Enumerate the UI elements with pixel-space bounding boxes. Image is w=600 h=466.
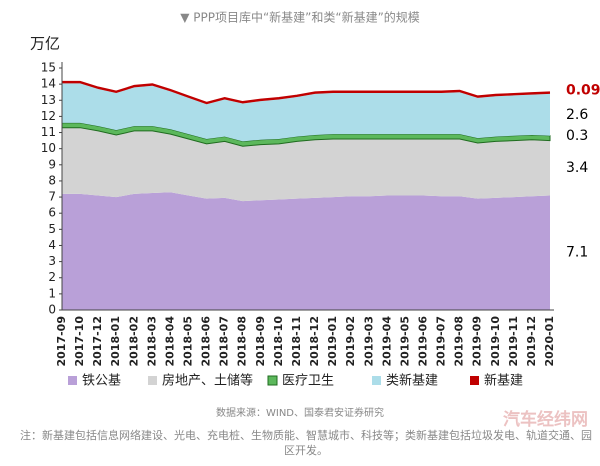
y-tick-label: 9	[48, 157, 56, 171]
area	[62, 83, 550, 142]
x-tick-label: 2017-12	[91, 316, 104, 367]
y-tick-label: 4	[48, 238, 56, 252]
x-tick-label: 2018-06	[200, 316, 213, 367]
y-tick-label: 5	[48, 222, 56, 236]
x-tick-label: 2018-12	[308, 316, 321, 367]
x-tick-label: 2018-11	[290, 316, 303, 367]
y-tick-label: 15	[41, 61, 56, 75]
x-tick-label: 2018-07	[218, 316, 231, 367]
y-tick-label: 3	[48, 254, 56, 268]
legend-swatch	[470, 376, 479, 385]
y-tick-label: 2	[48, 270, 56, 284]
chart-title: ▼ PPP项目库中“新基建”和类“新基建”的规模	[180, 10, 420, 25]
legend-swatch	[68, 376, 77, 385]
x-tick-label: 2019-10	[489, 316, 502, 367]
x-tick-label: 2018-04	[163, 316, 176, 367]
y-tick-label: 12	[41, 109, 56, 123]
x-tick-label: 2018-02	[127, 316, 140, 367]
x-tick-label: 2019-07	[435, 316, 448, 367]
value-label: 7.1	[566, 245, 588, 261]
y-tick-label: 8	[48, 173, 56, 187]
x-tick-label: 2018-05	[182, 316, 195, 367]
legend-swatch	[267, 375, 278, 386]
legend-label: 医疗卫生	[282, 374, 334, 389]
legend-swatch	[148, 376, 157, 385]
y-tick-label: 11	[41, 125, 56, 139]
source: 数据来源：WIND、国泰君安证券研究	[216, 406, 384, 419]
x-tick-label: 2019-04	[380, 316, 393, 367]
area	[61, 122, 551, 147]
value-label: 0.3	[566, 128, 588, 144]
x-tick-label: 2019-11	[507, 316, 520, 367]
note: 注：新基建包括信息网络建设、光电、充电桩、生物质能、智慧城市、科技等；类新基建包…	[20, 429, 592, 457]
legend-label: 类新基建	[386, 373, 438, 389]
y-tick-label: 14	[41, 77, 56, 91]
area	[62, 192, 550, 310]
top-line	[62, 80, 551, 104]
x-tick-label: 2018-03	[145, 316, 158, 367]
x-tick-label: 2017-10	[73, 316, 86, 367]
x-tick-label: 2018-08	[236, 316, 249, 367]
x-tick-label: 2019-03	[362, 316, 375, 367]
x-tick-label: 2019-06	[416, 316, 429, 367]
value-label: 0.09	[566, 82, 600, 98]
y-tick-label: 1	[48, 286, 56, 300]
x-tick-label: 2020-01	[543, 316, 556, 367]
x-tick-label: 2019-02	[344, 316, 357, 367]
x-tick-label: 2019-09	[471, 316, 484, 367]
legend-swatch	[372, 376, 381, 385]
legend-label: 新基建	[484, 373, 523, 389]
y-axis-label: 万亿	[30, 35, 60, 53]
watermark: 汽车经纬网	[503, 409, 588, 430]
x-tick-label: 2019-01	[326, 316, 339, 367]
y-tick-label: 7	[48, 190, 56, 204]
y-tick-label: 6	[48, 206, 56, 220]
legend-label: 铁公基	[82, 374, 121, 389]
value-label: 2.6	[566, 107, 588, 123]
y-tick-label: 10	[41, 141, 56, 155]
legend-label: 房地产、土储等	[162, 373, 253, 389]
value-label: 3.4	[566, 160, 588, 176]
x-tick-label: 2019-08	[453, 316, 466, 367]
x-tick-label: 2018-09	[254, 316, 267, 367]
x-tick-label: 2018-01	[109, 316, 122, 367]
x-tick-label: 2019-12	[525, 316, 538, 367]
x-tick-label: 2019-05	[398, 316, 411, 367]
x-tick-label: 2017-09	[55, 316, 68, 367]
x-tick-label: 2018-10	[272, 316, 285, 367]
y-tick-label: 0	[48, 303, 56, 317]
area	[62, 127, 550, 202]
y-tick-label: 13	[41, 93, 56, 107]
